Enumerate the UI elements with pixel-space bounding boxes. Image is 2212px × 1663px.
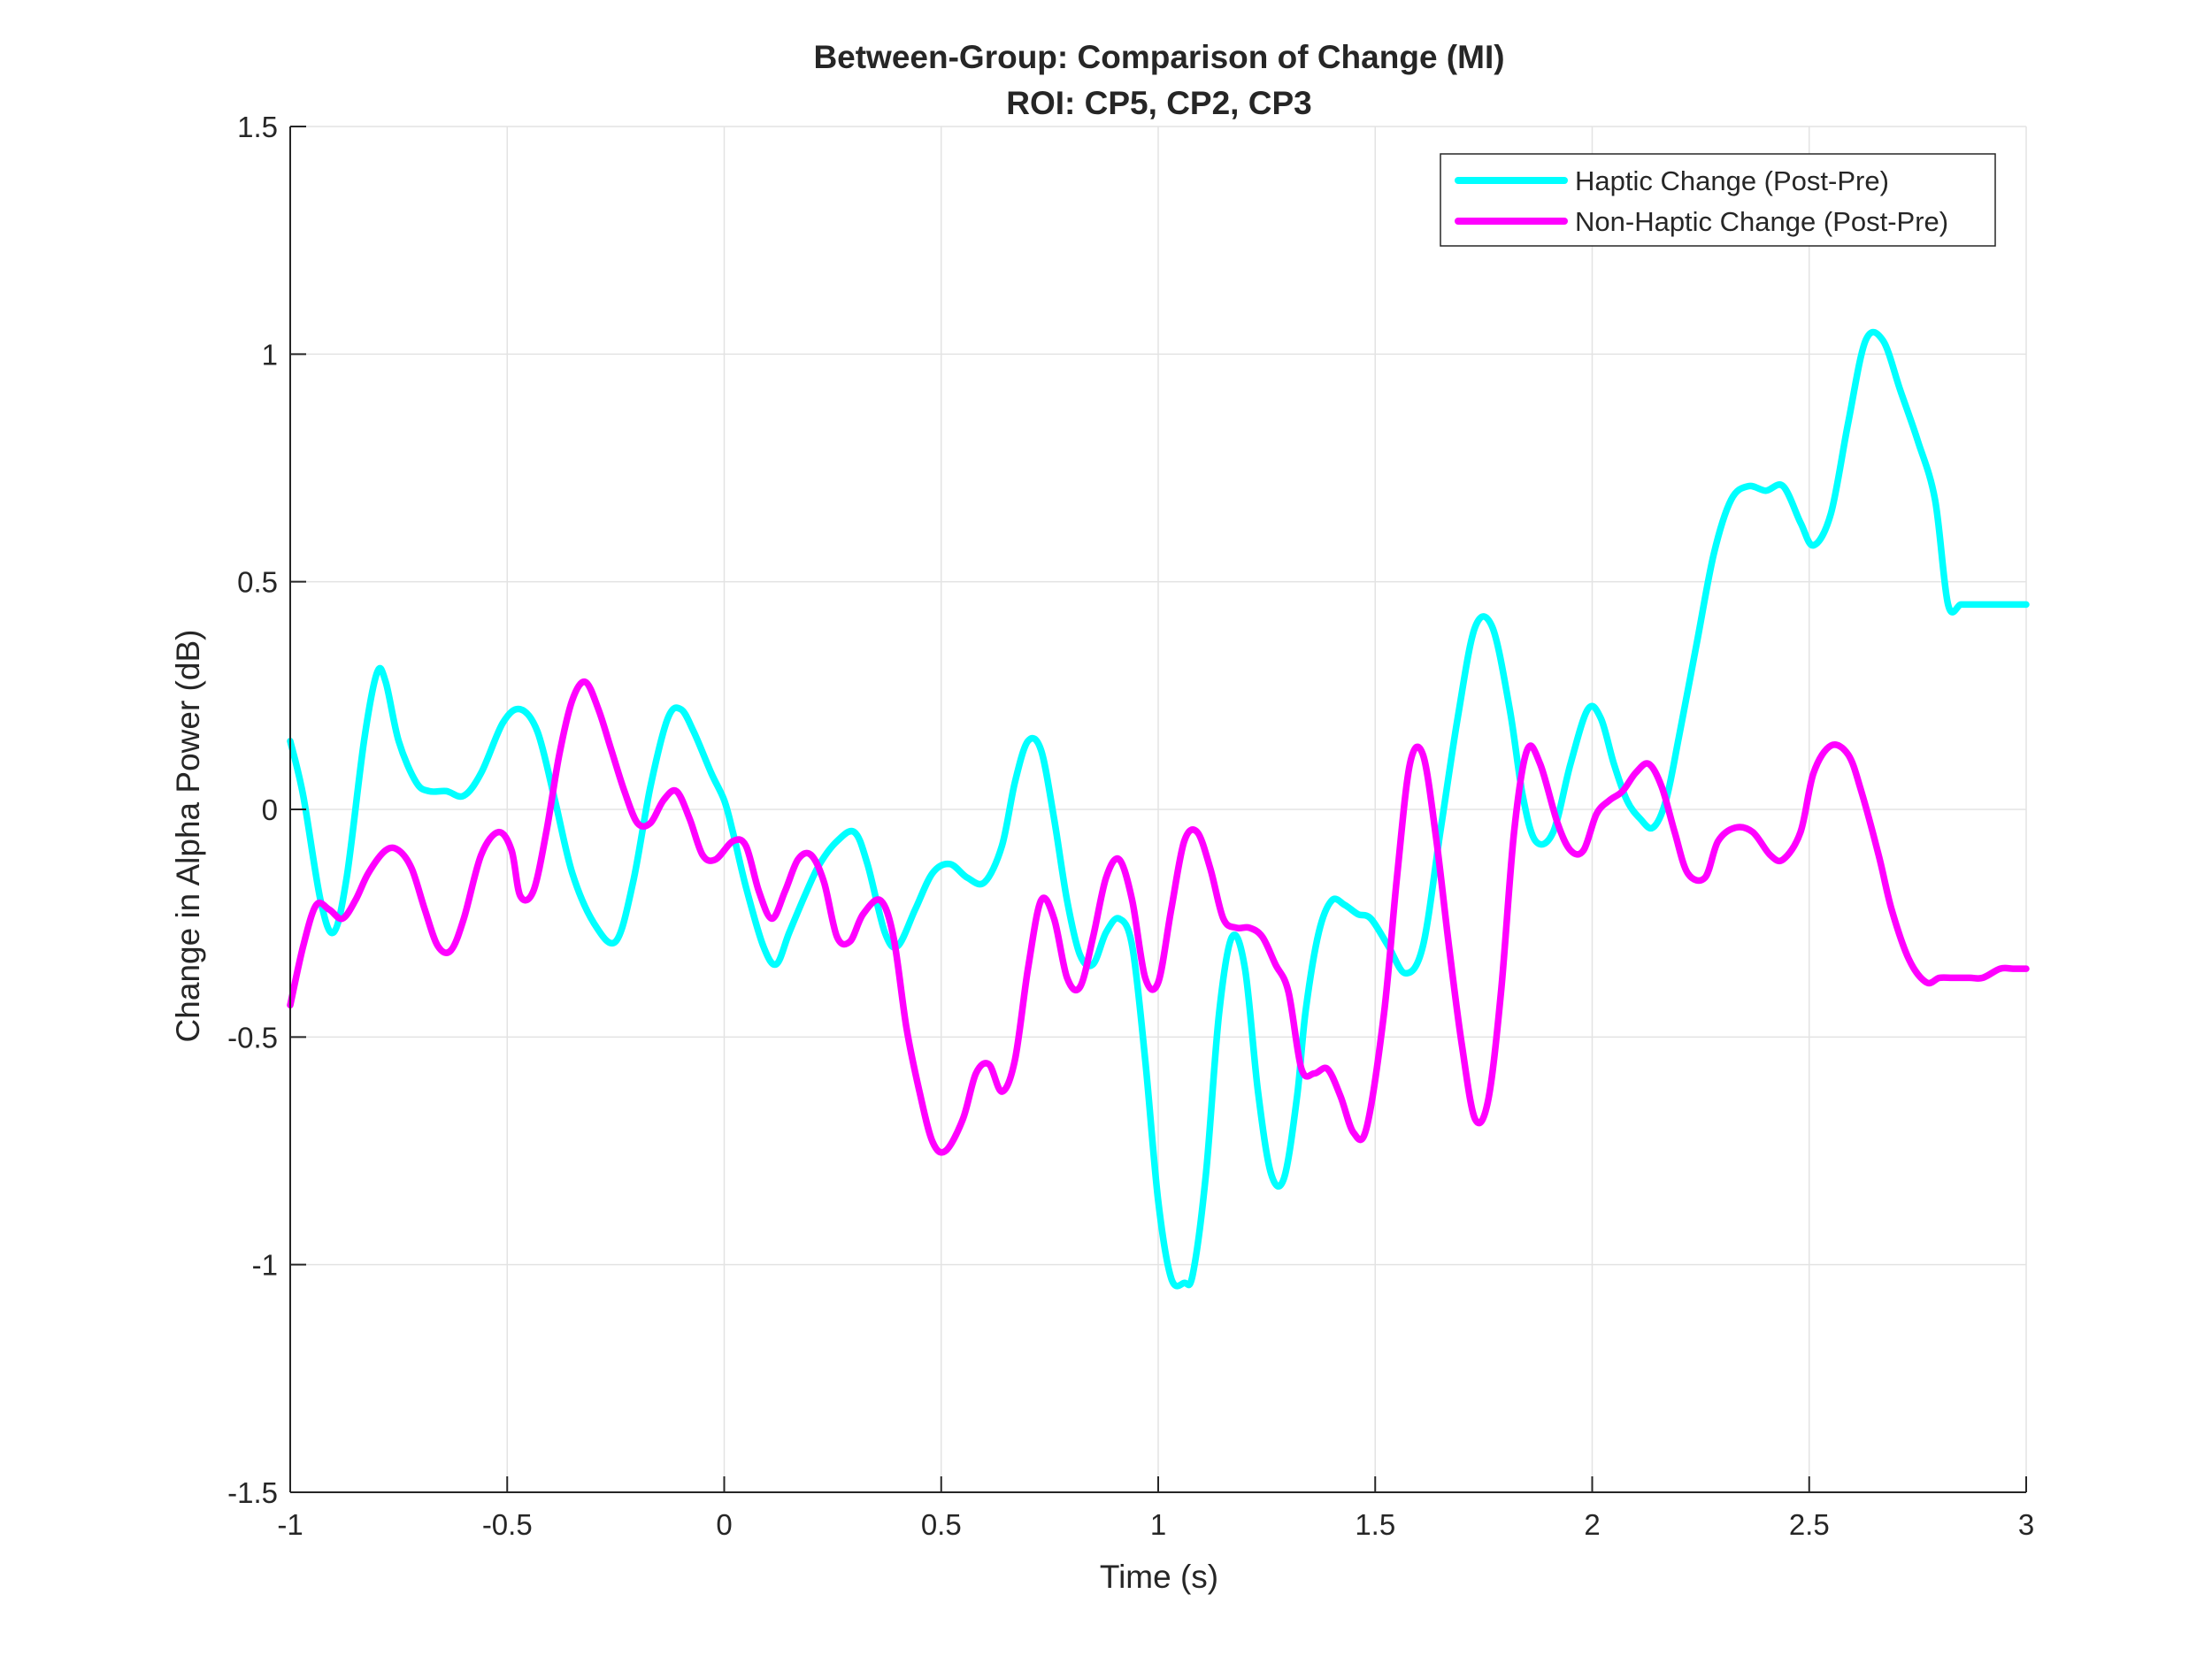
series-layer: [287, 328, 2030, 1290]
x-tick-label: -1: [277, 1508, 303, 1541]
chart-title: Between-Group: Comparison of Change (MI): [813, 39, 1504, 75]
y-tick-label: 1: [262, 338, 278, 371]
y-tick-label: -0.5: [227, 1021, 278, 1054]
y-tick-label: 1.5: [237, 111, 278, 143]
x-tick-label: -0.5: [482, 1508, 533, 1541]
x-tick-label: 3: [2018, 1508, 2034, 1541]
y-tick-label: -1: [252, 1249, 278, 1282]
x-tick-label: 2.5: [1789, 1508, 1830, 1541]
grid-lines: [289, 126, 2027, 1493]
x-axis-label: Time (s): [1100, 1559, 1218, 1595]
chart-subtitle: ROI: CP5, CP2, CP3: [1006, 85, 1311, 121]
tick-labels: -1 -0.5 0 0.5 1 1.5 2 2.5 3-1.5-1-0.500.511.5: [227, 111, 2034, 1541]
legend-label-non-haptic: Non-Haptic Change (Post-Pre): [1575, 206, 1948, 237]
legend: Haptic Change (Post-Pre) Non-Haptic Chan…: [1440, 153, 1996, 247]
x-tick-label: 1: [1150, 1508, 1166, 1541]
x-tick-label: 1.5: [1355, 1508, 1395, 1541]
y-tick-label: 0: [262, 793, 278, 826]
x-tick-label: 0: [716, 1508, 732, 1541]
legend-box: [1440, 153, 1996, 247]
x-tick-label: 0.5: [921, 1508, 962, 1541]
series-line-haptic: [287, 328, 2030, 1290]
y-axis-label: Change in Alpha Power (dB): [170, 630, 206, 1043]
x-tick-label: 2: [1584, 1508, 1600, 1541]
axes: [289, 126, 2027, 1493]
y-tick-label: -1.5: [227, 1476, 278, 1509]
series-line-non-haptic: [287, 678, 2030, 1156]
legend-label-haptic: Haptic Change (Post-Pre): [1575, 165, 1889, 196]
y-tick-label: 0.5: [237, 566, 278, 599]
